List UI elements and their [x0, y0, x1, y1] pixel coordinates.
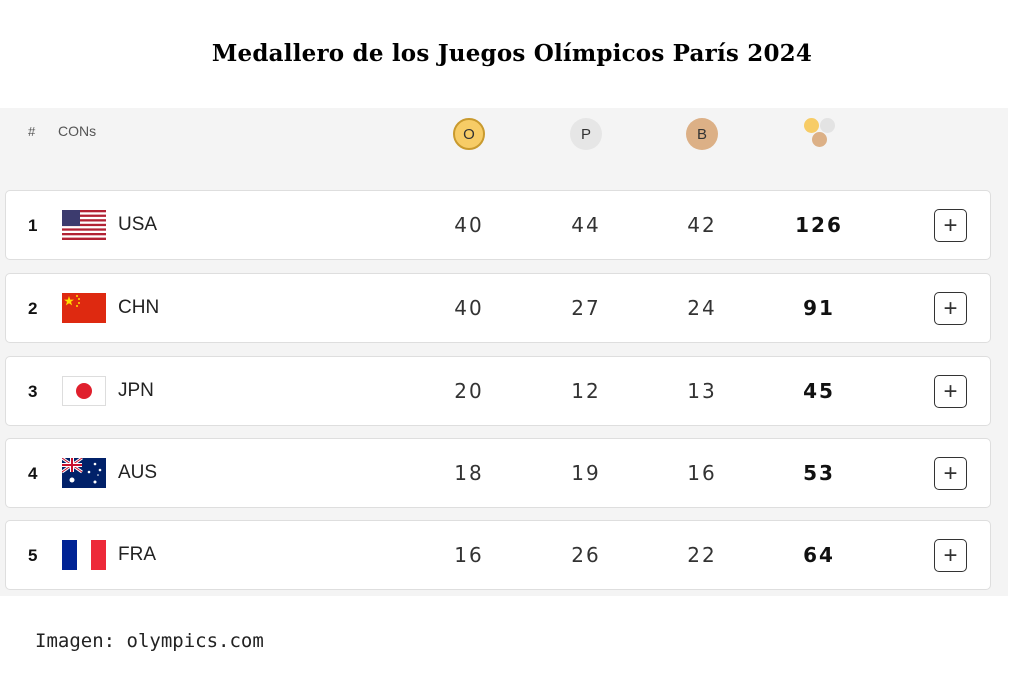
- gold-column-header: O: [453, 118, 485, 150]
- gold-count: 40: [454, 213, 484, 237]
- country-code: AUS: [118, 462, 158, 483]
- usa-flag-icon: [62, 210, 106, 240]
- bronze-count: 24: [687, 296, 717, 320]
- rank-column-header: #: [28, 124, 36, 139]
- country-code: USA: [118, 214, 158, 235]
- table-row: 5 FRA 16 26 22 64 +: [5, 520, 991, 590]
- bronze-count: 13: [687, 379, 717, 403]
- total-count: 91: [803, 296, 835, 320]
- bronze-column-header: B: [686, 118, 718, 150]
- table-row: 1 USA 40 44 42 126 +: [5, 190, 991, 260]
- silver-count: 44: [571, 213, 601, 237]
- france-flag-icon: [62, 540, 106, 570]
- bronze-count: 16: [687, 461, 717, 485]
- australia-flag-icon: [62, 458, 106, 488]
- country-column-header: CONs: [58, 123, 97, 139]
- silver-count: 12: [571, 379, 601, 403]
- total-count: 53: [803, 461, 835, 485]
- table-row: 3 JPN 20 12 13 45 +: [5, 356, 991, 426]
- gold-count: 16: [454, 543, 484, 567]
- image-credit: Imagen: olympics.com: [35, 630, 264, 652]
- table-header: # CONs O P B: [0, 108, 1008, 178]
- table-row: 2 CHN 40 27 24 91 +: [5, 273, 991, 343]
- rank: 1: [28, 216, 38, 235]
- medal-table: # CONs O P B 1: [0, 108, 1008, 596]
- silver-count: 26: [571, 543, 601, 567]
- total-count: 126: [795, 213, 843, 237]
- bronze-count: 42: [687, 213, 717, 237]
- rank: 5: [28, 546, 38, 565]
- gold-count: 18: [454, 461, 484, 485]
- country-code: JPN: [118, 380, 154, 401]
- rank: 4: [28, 464, 38, 483]
- rank: 3: [28, 382, 38, 401]
- total-count: 64: [803, 543, 835, 567]
- expand-button[interactable]: +: [934, 539, 967, 572]
- page-title: Medallero de los Juegos Olímpicos París …: [211, 40, 813, 67]
- expand-button[interactable]: +: [934, 292, 967, 325]
- rank: 2: [28, 299, 38, 318]
- silver-count: 27: [571, 296, 601, 320]
- country-code: CHN: [118, 297, 160, 318]
- table-row: 4 AUS 18 19 16 53: [5, 438, 991, 508]
- silver-column-header: P: [570, 118, 602, 150]
- gold-count: 20: [454, 379, 484, 403]
- japan-flag-icon: [62, 376, 106, 406]
- gold-count: 40: [454, 296, 484, 320]
- china-flag-icon: [62, 293, 106, 323]
- expand-button[interactable]: +: [934, 457, 967, 490]
- bronze-count: 22: [687, 543, 717, 567]
- total-count: 45: [803, 379, 835, 403]
- expand-button[interactable]: +: [934, 209, 967, 242]
- silver-count: 19: [571, 461, 601, 485]
- total-medals-icon: [800, 116, 844, 160]
- country-code: FRA: [118, 544, 156, 565]
- expand-button[interactable]: +: [934, 375, 967, 408]
